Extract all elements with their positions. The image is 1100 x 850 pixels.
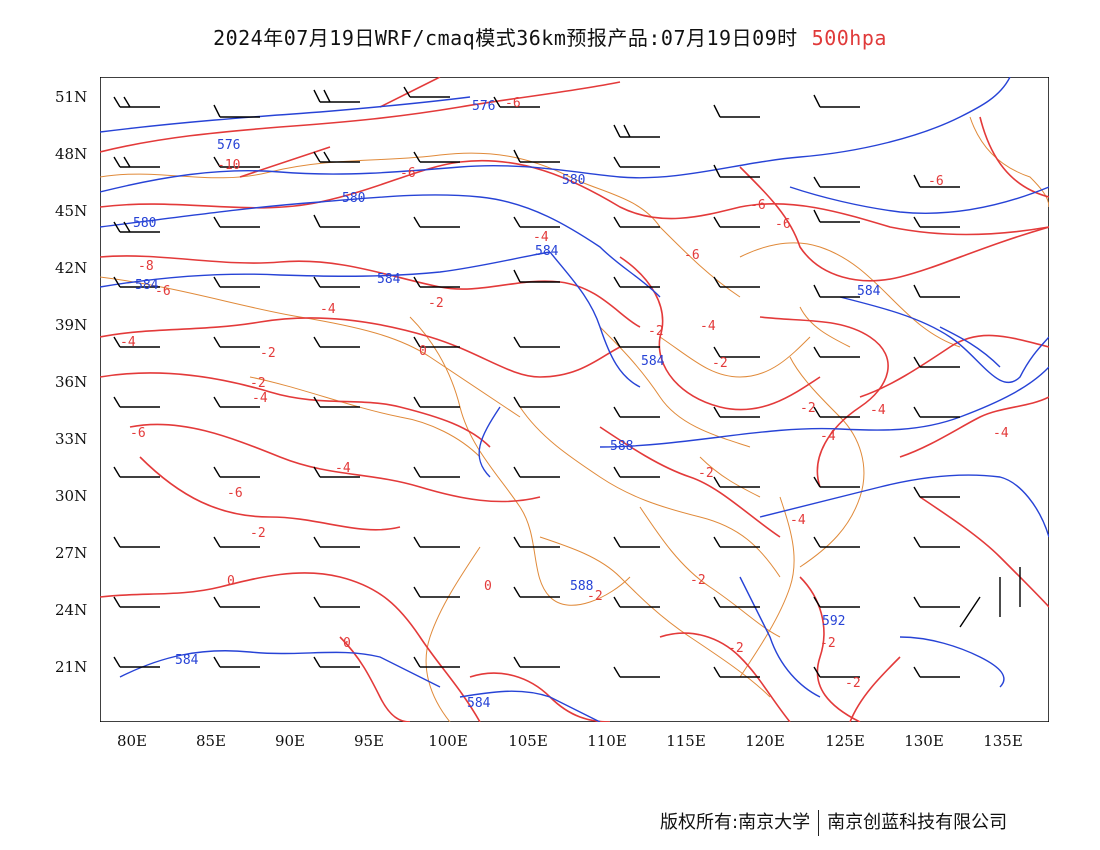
temperature-label: 0 xyxy=(343,636,351,651)
lat-tick-label: 51N xyxy=(55,88,88,106)
geopotential-label: 580 xyxy=(562,173,585,188)
geopotential-label: 584 xyxy=(535,244,559,259)
lon-tick-label: 95E xyxy=(353,732,385,750)
lat-tick-label: 45N xyxy=(55,202,88,220)
temperature-label: -2 xyxy=(250,526,266,541)
temperature-label: -6 xyxy=(775,217,791,232)
temperature-label: -2 xyxy=(648,324,664,339)
temperature-label: -6 xyxy=(227,486,243,501)
temperature-label: -4 xyxy=(700,319,716,334)
geopotential-label: 584 xyxy=(377,272,401,287)
weather-map: 576 576 580 580 580 584 584 584 584 584 … xyxy=(100,77,1049,722)
temperature-label: -2 xyxy=(820,636,836,651)
temperature-label: -2 xyxy=(712,356,728,371)
lat-tick-label: 42N xyxy=(55,259,88,277)
wind-barbs xyxy=(113,86,1021,678)
temperature-label: -2 xyxy=(690,573,706,588)
geopotential-label: 588 xyxy=(610,439,633,454)
geopotential-label: 576 xyxy=(472,99,495,114)
temperature-label: -4 xyxy=(320,302,336,317)
temperature-label: -6 xyxy=(928,174,944,189)
temperature-label: -2 xyxy=(728,641,744,656)
geopotential-label: 592 xyxy=(822,614,845,629)
temperature-label: -6 xyxy=(684,248,700,263)
lon-tick-label: 100E xyxy=(428,732,468,750)
lon-tick-label: 135E xyxy=(983,732,1023,750)
temperature-label: 0 xyxy=(484,579,492,594)
temperature-label: -8 xyxy=(138,259,154,274)
geopotential-contours xyxy=(100,77,1049,722)
temperature-label: -4 xyxy=(120,335,136,350)
geopotential-label: 576 xyxy=(217,138,240,153)
geopotential-label: 588 xyxy=(570,579,593,594)
temperature-label: -2 xyxy=(260,346,276,361)
geopotential-label: 580 xyxy=(342,191,365,206)
temperature-label: -6 xyxy=(505,96,521,111)
lon-tick-label: 90E xyxy=(274,732,306,750)
lon-tick-label: 130E xyxy=(904,732,944,750)
temperature-label: -4 xyxy=(335,461,351,476)
lat-tick-label: 24N xyxy=(55,601,88,619)
temperature-label: -4 xyxy=(993,426,1009,441)
temperature-label: -6 xyxy=(155,284,171,299)
temperature-label: -4 xyxy=(252,391,268,406)
lon-tick-label: 105E xyxy=(508,732,548,750)
temperature-label: -10 xyxy=(217,158,240,173)
lat-tick-label: 39N xyxy=(55,316,88,334)
title-level: 500hpa xyxy=(811,26,887,50)
temperature-label: -4 xyxy=(790,513,806,528)
temperature-label: -2 xyxy=(250,376,266,391)
lon-tick-label: 80E xyxy=(116,732,148,750)
temperature-label: -2 xyxy=(428,296,444,311)
lat-tick-label: 36N xyxy=(55,373,88,391)
map-frame xyxy=(100,77,1049,722)
lat-tick-label: 27N xyxy=(55,544,88,562)
geopotential-label: 584 xyxy=(175,653,199,668)
lat-tick-label: 48N xyxy=(55,145,88,163)
temperature-label: -2 xyxy=(698,466,714,481)
temperature-label-layer: -10 -6 -6 -8 -6 -4 -6 -6 -6 -2 -4 -2 0 -… xyxy=(120,96,1009,691)
geopotential-label: 584 xyxy=(857,284,881,299)
temperature-label: -6 xyxy=(400,166,416,181)
temperature-label: 0 xyxy=(227,574,235,589)
lon-tick-label: 85E xyxy=(195,732,227,750)
lat-tick-label: 33N xyxy=(55,430,88,448)
footer-divider xyxy=(818,810,820,836)
lon-tick-label: 120E xyxy=(745,732,785,750)
geopotential-label: 584 xyxy=(467,696,491,711)
temperature-label: -2 xyxy=(587,589,603,604)
geopotential-label: 580 xyxy=(133,216,156,231)
lon-tick-label: 125E xyxy=(825,732,865,750)
temperature-label: -6 xyxy=(130,426,146,441)
title-main: 2024年07月19日WRF/cmaq模式36km预报产品:07月19日09时 xyxy=(213,26,798,50)
geopotential-label-layer: 576 576 580 580 580 584 584 584 584 584 … xyxy=(133,99,881,711)
lon-tick-label: 110E xyxy=(587,732,627,750)
temperature-label: -4 xyxy=(870,403,886,418)
copyright-company: 南京创蓝科技有限公司 xyxy=(827,812,1008,833)
temperature-label: -4 xyxy=(820,429,836,444)
geopotential-label: 584 xyxy=(135,278,159,293)
borders xyxy=(100,116,1049,722)
lat-tick-label: 21N xyxy=(55,658,88,676)
chart-title: 2024年07月19日WRF/cmaq模式36km预报产品:07月19日09时 5… xyxy=(0,22,1100,51)
copyright-footer: 版权所有:南京大学 南京创蓝科技有限公司 xyxy=(660,808,1007,836)
lon-tick-label: 115E xyxy=(666,732,706,750)
geopotential-label: 584 xyxy=(641,354,665,369)
temperature-label: -2 xyxy=(800,401,816,416)
copyright-owner: 版权所有:南京大学 xyxy=(660,812,811,833)
lat-tick-label: 30N xyxy=(55,487,88,505)
temperature-label: 0 xyxy=(419,344,427,359)
temperature-label: -6 xyxy=(750,198,766,213)
temperature-label: -2 xyxy=(845,676,861,691)
temperature-label: -4 xyxy=(533,230,549,245)
